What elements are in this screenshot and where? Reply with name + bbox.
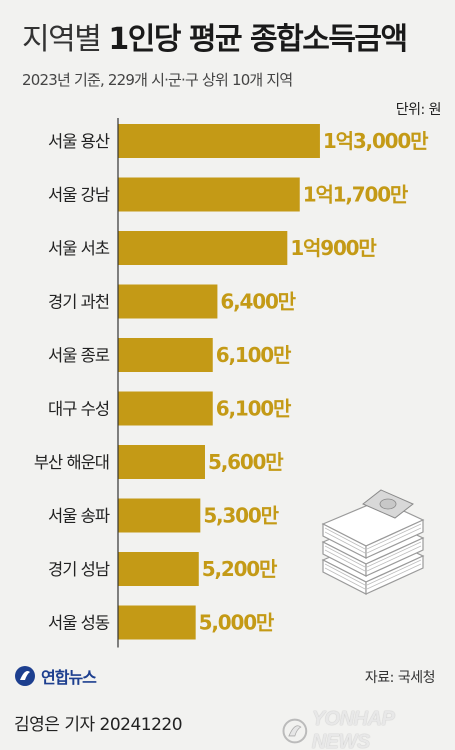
category-label: 서울 용산 (48, 132, 110, 151)
category-label: 경기 성남 (48, 560, 110, 579)
category-label: 서울 종로 (48, 346, 110, 365)
logo-text: 연합뉴스 (41, 668, 97, 687)
category-label: 서울 서초 (48, 239, 110, 258)
bar (118, 605, 196, 640)
bar (118, 338, 213, 372)
category-label: 대구 수성 (48, 400, 109, 419)
value-label: 6,100만 (216, 343, 292, 367)
bar (118, 177, 300, 212)
byline: 김영은 기자 20241220 (14, 715, 183, 735)
chart-title: 지역별 1인당 평균 종합소득금액 (22, 14, 408, 58)
source-label: 자료: 국세청 (364, 670, 436, 686)
money-stack-icon (321, 489, 425, 595)
footer-bar (0, 699, 455, 750)
watermark-text: YONHAP NEWS (311, 708, 394, 750)
watermark: YONHAP NEWS (282, 708, 455, 750)
yonhap-logo: 연합뉴스 (14, 664, 97, 688)
chart-title-light: 지역별 (22, 22, 102, 57)
bar (118, 552, 199, 586)
value-label: 1억900만 (290, 236, 377, 260)
bar (118, 391, 213, 426)
value-label: 1억1,700만 (303, 183, 409, 207)
unit-label: 단위: 원 (395, 102, 442, 118)
category-label: 경기 과천 (48, 293, 109, 312)
bar (118, 445, 205, 479)
value-label: 5,300만 (203, 504, 279, 528)
category-label: 서울 강남 (48, 186, 110, 205)
value-label: 5,000만 (199, 611, 275, 635)
value-label: 6,400만 (220, 290, 296, 314)
chart-title-bold: 1인당 평균 종합소득금액 (108, 22, 408, 57)
yonhap-watermark-icon (282, 718, 308, 744)
category-label: 서울 송파 (48, 507, 110, 526)
value-label: 6,100만 (216, 397, 292, 421)
value-label: 5,200만 (202, 557, 278, 581)
bar (118, 284, 218, 319)
value-label: 5,600만 (208, 450, 284, 474)
bar (118, 124, 320, 158)
category-label: 부산 해운대 (34, 453, 109, 472)
bar (118, 498, 201, 533)
value-label: 1억3,000만 (323, 129, 429, 153)
yonhap-logo-icon (15, 666, 35, 686)
category-label: 서울 성동 (48, 614, 110, 633)
chart-subtitle: 2023년 기준, 229개 시·군·구 상위 10개 지역 (22, 71, 293, 89)
bar (118, 231, 288, 265)
